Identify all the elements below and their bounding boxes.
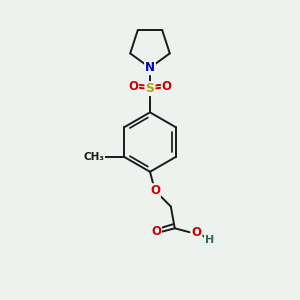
Text: O: O xyxy=(151,225,161,238)
Text: O: O xyxy=(128,80,138,93)
Text: H: H xyxy=(205,235,214,245)
Text: O: O xyxy=(150,184,160,197)
Text: O: O xyxy=(192,226,202,239)
Text: N: N xyxy=(145,61,155,74)
Text: O: O xyxy=(162,80,172,93)
Text: CH₃: CH₃ xyxy=(83,152,104,162)
Text: S: S xyxy=(146,82,154,95)
